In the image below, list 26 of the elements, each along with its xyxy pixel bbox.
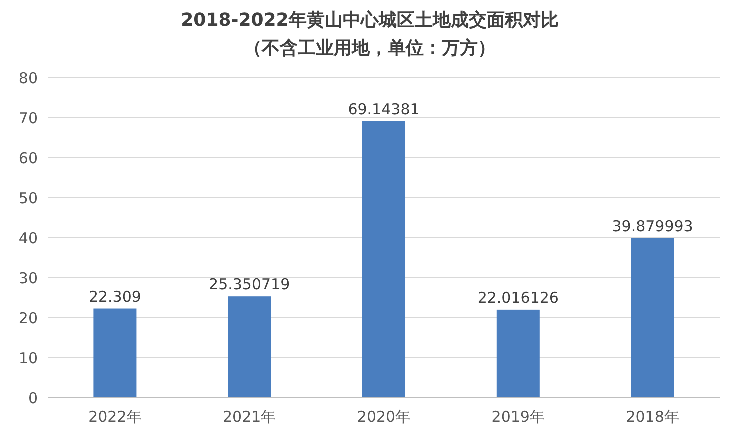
- chart-title: 2018-2022年黄山中心城区土地成交面积对比: [181, 10, 559, 31]
- bar: [496, 310, 540, 398]
- bar: [362, 121, 406, 398]
- bar: [631, 238, 674, 398]
- x-tick-label: 2021年: [223, 408, 276, 426]
- data-label: 39.879993: [612, 217, 694, 236]
- chart-subtitle: （不含工业用地，单位：万方）: [244, 38, 496, 59]
- x-tick-label: 2019年: [492, 408, 545, 426]
- y-tick-label: 40: [18, 229, 38, 248]
- x-tick-label: 2022年: [88, 408, 142, 426]
- y-tick-label: 70: [18, 109, 38, 128]
- y-tick-label: 60: [18, 149, 38, 168]
- y-tick-label: 30: [18, 269, 38, 288]
- data-label: 22.016126: [478, 288, 559, 307]
- y-tick-label: 10: [18, 349, 38, 368]
- y-tick-label: 50: [18, 189, 38, 208]
- x-tick-label: 2020年: [357, 408, 411, 426]
- data-label: 25.350719: [209, 276, 290, 294]
- data-label: 22.309: [88, 288, 142, 306]
- y-tick-label: 0: [28, 389, 38, 408]
- bar: [228, 296, 272, 398]
- y-tick-label: 20: [18, 309, 38, 328]
- x-tick-label: 2018年: [626, 408, 680, 426]
- data-label: 69.14381: [348, 100, 420, 118]
- y-tick-label: 80: [18, 69, 38, 88]
- bar: [94, 308, 137, 398]
